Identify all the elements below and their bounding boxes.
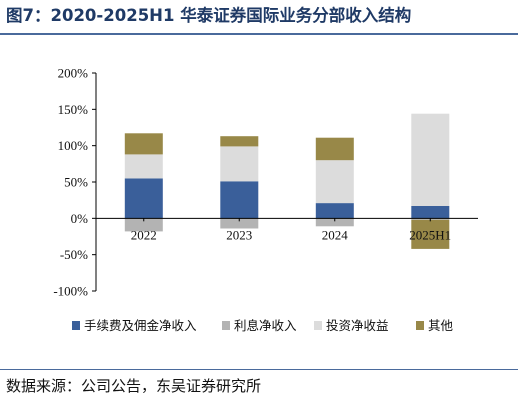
bar-2023-series-1 — [220, 218, 259, 229]
legend-swatch-3 — [416, 321, 424, 330]
x-tick-label: 2022 — [131, 227, 157, 242]
y-tick-label: 100% — [58, 138, 89, 153]
legend-swatch-0 — [72, 321, 80, 330]
y-tick-label: 0% — [71, 211, 89, 226]
axes-layer: 200% 150% 100% 50% 0% -50% -100% 2022 2023 2024 20… — [53, 66, 478, 299]
source-divider — [0, 369, 518, 370]
legend-swatch-2 — [314, 321, 322, 330]
legend-label-2: 投资净收益 — [326, 318, 389, 333]
y-tick-label: -100% — [53, 284, 88, 299]
bar-2024-series-2 — [315, 160, 354, 204]
legend-swatch-1 — [222, 321, 230, 330]
legend-label-3: 其他 — [428, 319, 454, 333]
legend-label-1: 利息净收入 — [234, 318, 297, 333]
bar-2024-series-3 — [315, 137, 354, 161]
bar-2023-series-3 — [220, 136, 259, 147]
bar-2023-series-0 — [220, 181, 259, 219]
bar-2022-series-0 — [124, 178, 163, 219]
x-tick-label: 2024 — [322, 227, 349, 242]
y-tick-label: 50% — [64, 175, 88, 190]
bars-layer — [124, 113, 450, 249]
bar-2024-series-0 — [315, 203, 354, 219]
bar-2022-series-3 — [124, 133, 163, 155]
legend-label-0: 手续费及佣金净收入 — [84, 318, 197, 333]
bar-2022-series-1 — [124, 218, 163, 232]
bar-2025H1-series-2 — [411, 113, 450, 206]
legend: 手续费及佣金净收入 利息净收入 投资净收益 其他 — [72, 318, 454, 333]
stacked-bar-chart: 200% 150% 100% 50% 0% -50% -100% 2022 2023 2024 20… — [53, 66, 478, 333]
x-tick-label: 2023 — [226, 227, 252, 242]
y-tick-label: 150% — [58, 102, 89, 117]
source-note: 数据来源：公司公告，东吴证券研究所 — [6, 377, 262, 395]
bar-2025H1-series-0 — [411, 206, 450, 219]
bar-2022-series-2 — [124, 154, 163, 179]
bar-2024-series-1 — [315, 218, 354, 227]
title-divider — [0, 33, 518, 35]
bar-2023-series-2 — [220, 146, 259, 182]
y-tick-label: -50% — [60, 247, 88, 262]
x-tick-label: 2025H1 — [409, 227, 451, 242]
bar-2025H1-series-3 — [411, 219, 450, 249]
y-tick-label: 200% — [58, 66, 89, 81]
figure-title: 图7：2020-2025H1 华泰证券国际业务分部收入结构 — [6, 6, 412, 25]
